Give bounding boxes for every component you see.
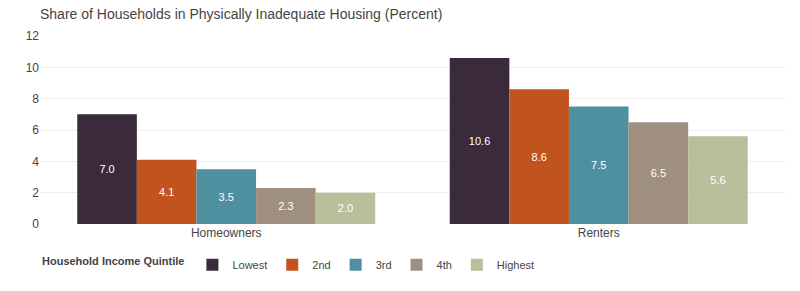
- svg-text:Highest: Highest: [497, 259, 534, 271]
- svg-text:3.5: 3.5: [219, 191, 234, 203]
- svg-text:2.3: 2.3: [278, 200, 293, 212]
- svg-text:7.0: 7.0: [99, 163, 114, 175]
- svg-text:4th: 4th: [437, 259, 452, 271]
- svg-text:Homeowners: Homeowners: [191, 226, 262, 240]
- svg-text:2nd: 2nd: [312, 259, 330, 271]
- svg-text:3rd: 3rd: [376, 259, 392, 271]
- svg-text:2.0: 2.0: [338, 202, 353, 214]
- svg-text:4: 4: [32, 155, 39, 169]
- svg-text:8.6: 8.6: [532, 151, 547, 163]
- svg-text:Renters: Renters: [578, 226, 620, 240]
- svg-text:10: 10: [26, 61, 40, 75]
- svg-text:6.5: 6.5: [651, 167, 666, 179]
- svg-text:0: 0: [32, 217, 39, 231]
- svg-text:10.6: 10.6: [469, 135, 490, 147]
- svg-text:Lowest: Lowest: [232, 259, 267, 271]
- svg-text:7.5: 7.5: [591, 159, 606, 171]
- svg-text:2: 2: [32, 186, 39, 200]
- svg-text:8: 8: [32, 92, 39, 106]
- svg-text:Share of Households in Physica: Share of Households in Physically Inadeq…: [40, 6, 442, 22]
- svg-text:6: 6: [32, 123, 39, 137]
- svg-text:5.6: 5.6: [710, 174, 725, 186]
- svg-text:12: 12: [26, 29, 40, 43]
- svg-text:4.1: 4.1: [159, 186, 174, 198]
- svg-text:Household Income Quintile: Household Income Quintile: [42, 255, 184, 267]
